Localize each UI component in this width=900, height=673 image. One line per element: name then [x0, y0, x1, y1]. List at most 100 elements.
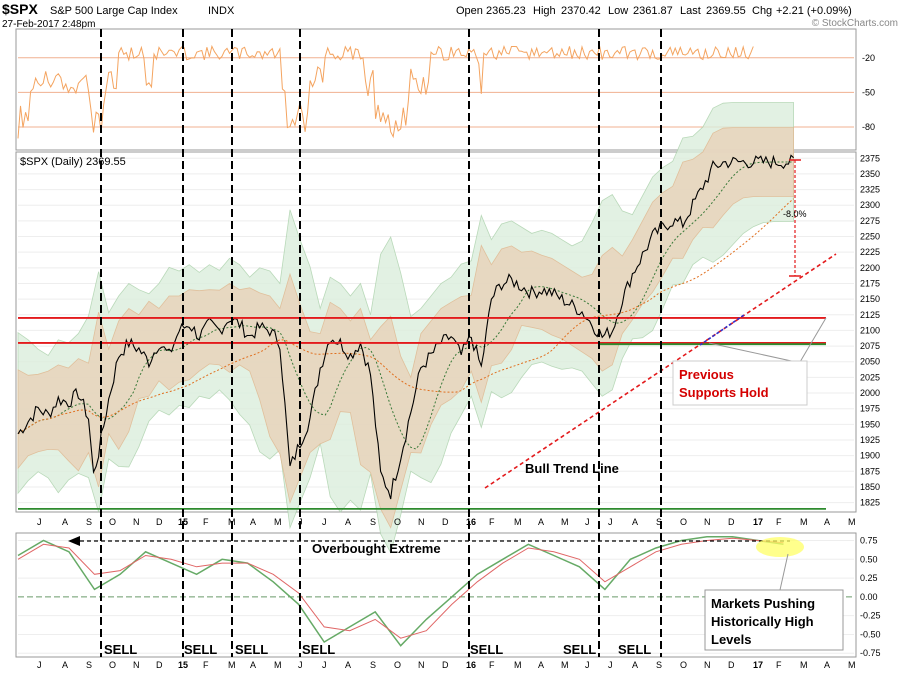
price-line [17, 154, 794, 500]
sell-lines: SELL SELL SELL SELL SELL SELL SELL [100, 29, 662, 657]
x-tick-label: F [776, 517, 782, 527]
x-tick-label: O [394, 517, 401, 527]
x-tick-label-bottom: M [514, 660, 522, 670]
supports-text-2: Supports Hold [679, 385, 769, 400]
x-tick-label-bottom: M [228, 660, 236, 670]
price-tick-label: 2075 [860, 341, 880, 351]
x-tick-label-bottom: 16 [466, 660, 476, 670]
x-tick-label: A [538, 517, 544, 527]
x-tick-label-bottom: D [728, 660, 735, 670]
x-tick-label-bottom: A [250, 660, 256, 670]
supports-pointer [708, 342, 797, 363]
price-tick-label: 2025 [860, 372, 880, 382]
price-tick-label: 2375 [860, 153, 880, 163]
x-tick-label: N [418, 517, 425, 527]
top-tick-label: -80 [862, 122, 875, 132]
x-tick-label: S [370, 517, 376, 527]
price-tick-label: 1975 [860, 404, 880, 414]
open-label: Open [456, 5, 483, 17]
high-label: High [533, 5, 556, 17]
price-tick-label: 2225 [860, 247, 880, 257]
last-label: Last [680, 5, 701, 17]
x-tick-label: D [442, 517, 449, 527]
x-tick-label: M [561, 517, 569, 527]
price-tick-label: 1900 [860, 451, 880, 461]
top-indicator-line [17, 44, 754, 139]
supports-pointer [799, 317, 827, 363]
x-tick-label: O [109, 517, 116, 527]
x-tick-label: J [37, 517, 42, 527]
source: © StockCharts.com [812, 18, 898, 29]
trend-line-label: Bull Trend Line [525, 461, 619, 476]
price-tick-label: 2200 [860, 263, 880, 273]
price-tick-label: 1925 [860, 435, 880, 445]
x-tick-label-bottom: J [37, 660, 42, 670]
sell-label: SELL [563, 642, 596, 657]
inner-band [17, 127, 794, 529]
x-tick-label-bottom: A [632, 660, 638, 670]
x-tick-label-bottom: O [394, 660, 401, 670]
top-indicator [17, 44, 754, 139]
x-tick-label-bottom: S [86, 660, 92, 670]
x-tick-label: O [680, 517, 687, 527]
support-lines [18, 317, 827, 510]
axis-labels: 1825 1850 1875 1900 1925 1950 1975 2000 2025 2050… [37, 53, 881, 670]
x-tick-label-bottom: D [442, 660, 449, 670]
price-tick-label: 2275 [860, 216, 880, 226]
x-tick-label-bottom: 17 [753, 660, 763, 670]
bottom-indicator [17, 536, 804, 647]
x-tick-label: 15 [178, 517, 188, 527]
x-tick-label-bottom: N [704, 660, 711, 670]
x-tick-label: J [585, 517, 590, 527]
markets-text-1: Markets Pushing [711, 596, 815, 611]
price-tick-label: 1825 [860, 498, 880, 508]
x-tick-label: 17 [753, 517, 763, 527]
top-tick-label: -20 [862, 53, 875, 63]
x-tick-label-bottom: N [133, 660, 140, 670]
price-tick-label: 2125 [860, 310, 880, 320]
markets-text-3: Levels [711, 632, 751, 647]
price-tick-label: 2250 [860, 232, 880, 242]
symbol: $SPX [2, 1, 38, 17]
x-tick-label-bottom: J [298, 660, 303, 670]
markets-text-2: Historically High [711, 614, 814, 629]
last-value: 2369.55 [706, 5, 746, 17]
x-tick-label: A [632, 517, 638, 527]
price-tick-label: 2350 [860, 169, 880, 179]
price-tick-label: 2175 [860, 278, 880, 288]
overbought-label: Overbought Extreme [312, 541, 441, 556]
sell-label: SELL [104, 642, 137, 657]
x-tick-label: F [203, 517, 209, 527]
price-tick-label: 2300 [860, 200, 880, 210]
bottom-tick-label: 0.00 [860, 592, 878, 602]
markets-box [704, 589, 844, 651]
sell-label: SELL [470, 642, 503, 657]
x-tick-label-bottom: D [156, 660, 163, 670]
sell-label: SELL [235, 642, 268, 657]
x-tick-label: M [848, 517, 856, 527]
supports-text-1: Previous [679, 367, 734, 382]
x-tick-label-bottom: 15 [178, 660, 188, 670]
bottom-tick-label: 0.25 [860, 573, 878, 583]
price-tick-label: 1875 [860, 466, 880, 476]
x-tick-label-bottom: F [203, 660, 209, 670]
price-legend: $SPX (Daily) 2369.55 [20, 156, 126, 168]
price-tick-label: 2000 [860, 388, 880, 398]
date: 27-Feb-2017 2:48pm [2, 19, 95, 30]
x-tick-label-bottom: M [274, 660, 282, 670]
bottom-tick-label: 0.50 [860, 554, 878, 564]
price-series [17, 154, 794, 500]
x-tick-label: F [489, 517, 495, 527]
price-tick-label: 2325 [860, 185, 880, 195]
price-tick-label: 1950 [860, 419, 880, 429]
slow-line [17, 537, 784, 639]
high-value: 2370.42 [561, 5, 601, 17]
chg-label: Chg [752, 5, 772, 17]
x-tick-label: M [800, 517, 808, 527]
x-tick-label: M [274, 517, 282, 527]
fast-line [17, 536, 784, 647]
bottom-tick-label: -0.50 [860, 629, 881, 639]
x-tick-label-bottom: A [345, 660, 351, 670]
exchange: INDX [208, 5, 235, 17]
